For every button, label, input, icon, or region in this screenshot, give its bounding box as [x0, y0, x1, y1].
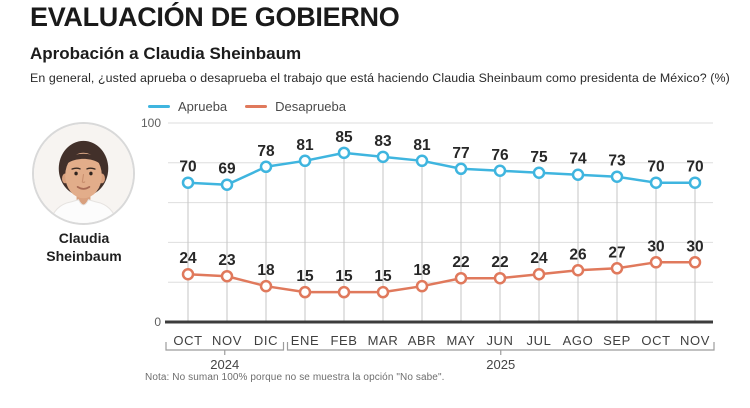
svg-text:77: 77 — [452, 145, 469, 162]
svg-text:JUN: JUN — [486, 333, 513, 348]
chart-legend: Aprueba Desaprueba — [148, 99, 346, 114]
svg-text:ABR: ABR — [408, 333, 437, 348]
svg-text:NOV: NOV — [212, 333, 242, 348]
svg-text:MAR: MAR — [368, 333, 399, 348]
legend-label-desaprueba: Desaprueba — [275, 99, 346, 114]
svg-text:70: 70 — [686, 159, 703, 176]
y-axis-labels: 100 0 — [141, 116, 161, 329]
portrait-illustration — [34, 124, 133, 223]
person-name: Claudia Sheinbaum — [9, 229, 159, 265]
footnote: Nota: No suman 100% porque no se muestra… — [145, 372, 445, 383]
svg-text:23: 23 — [218, 252, 236, 269]
svg-text:15: 15 — [335, 268, 353, 285]
svg-text:100: 100 — [141, 116, 161, 130]
svg-text:73: 73 — [608, 153, 626, 170]
svg-text:NOV: NOV — [680, 333, 710, 348]
claudia-sheinbaum-photo — [32, 122, 135, 225]
svg-text:27: 27 — [608, 244, 625, 261]
series-aprueba: 70 69 78 81 85 83 81 77 76 75 74 73 70 70 — [179, 129, 704, 191]
svg-text:FEB: FEB — [330, 333, 357, 348]
svg-text:22: 22 — [452, 254, 469, 271]
svg-text:18: 18 — [413, 262, 431, 279]
svg-text:2025: 2025 — [486, 357, 515, 372]
svg-text:24: 24 — [179, 250, 197, 267]
svg-text:74: 74 — [569, 151, 587, 168]
svg-text:24: 24 — [530, 250, 548, 267]
svg-text:70: 70 — [179, 159, 196, 176]
x-axis-month-labels: OCT NOV DIC ENE FEB MAR ABR MAY JUN JUL AGO SEP OCT N… — [173, 333, 710, 348]
svg-text:81: 81 — [296, 137, 314, 154]
legend-item-desaprueba: Desaprueba — [245, 99, 346, 114]
svg-text:78: 78 — [257, 143, 275, 160]
survey-question: En general, ¿usted aprueba o desaprueba … — [30, 71, 730, 85]
svg-text:ENE: ENE — [291, 333, 320, 348]
svg-text:30: 30 — [686, 238, 703, 255]
svg-text:OCT: OCT — [173, 333, 202, 348]
svg-text:15: 15 — [374, 268, 392, 285]
svg-text:2024: 2024 — [210, 357, 239, 372]
person-last-name: Sheinbaum — [46, 248, 122, 264]
svg-text:69: 69 — [218, 161, 236, 178]
svg-text:26: 26 — [569, 246, 587, 263]
chart-subtitle: Aprobación a Claudia Sheinbaum — [30, 44, 302, 63]
svg-text:76: 76 — [491, 147, 509, 164]
svg-text:83: 83 — [374, 133, 392, 150]
legend-item-aprueba: Aprueba — [148, 99, 227, 114]
series-desaprueba: 24 23 18 15 15 15 18 22 22 24 26 27 30 30 — [179, 238, 704, 299]
aprueba-line-swatch-icon — [148, 105, 170, 108]
svg-text:70: 70 — [647, 159, 664, 176]
svg-text:22: 22 — [491, 254, 508, 271]
svg-text:JUL: JUL — [527, 333, 552, 348]
svg-text:SEP: SEP — [603, 333, 631, 348]
gridlines — [168, 122, 713, 322]
svg-text:15: 15 — [296, 268, 314, 285]
person-first-name: Claudia — [58, 230, 110, 246]
svg-text:30: 30 — [647, 238, 664, 255]
svg-text:18: 18 — [257, 262, 275, 279]
legend-label-aprueba: Aprueba — [178, 99, 228, 114]
svg-text:85: 85 — [335, 129, 353, 146]
svg-text:81: 81 — [413, 137, 431, 154]
svg-text:DIC: DIC — [254, 333, 278, 348]
desaprueba-line-swatch-icon — [245, 105, 268, 108]
svg-text:0: 0 — [154, 315, 161, 329]
svg-text:MAY: MAY — [446, 333, 475, 348]
svg-text:75: 75 — [530, 149, 548, 166]
svg-text:OCT: OCT — [641, 333, 670, 348]
svg-text:AGO: AGO — [563, 333, 594, 348]
year-brackets: 2024 2025 — [165, 342, 715, 372]
page-title: EVALUACIÓN DE GOBIERNO — [30, 2, 400, 32]
